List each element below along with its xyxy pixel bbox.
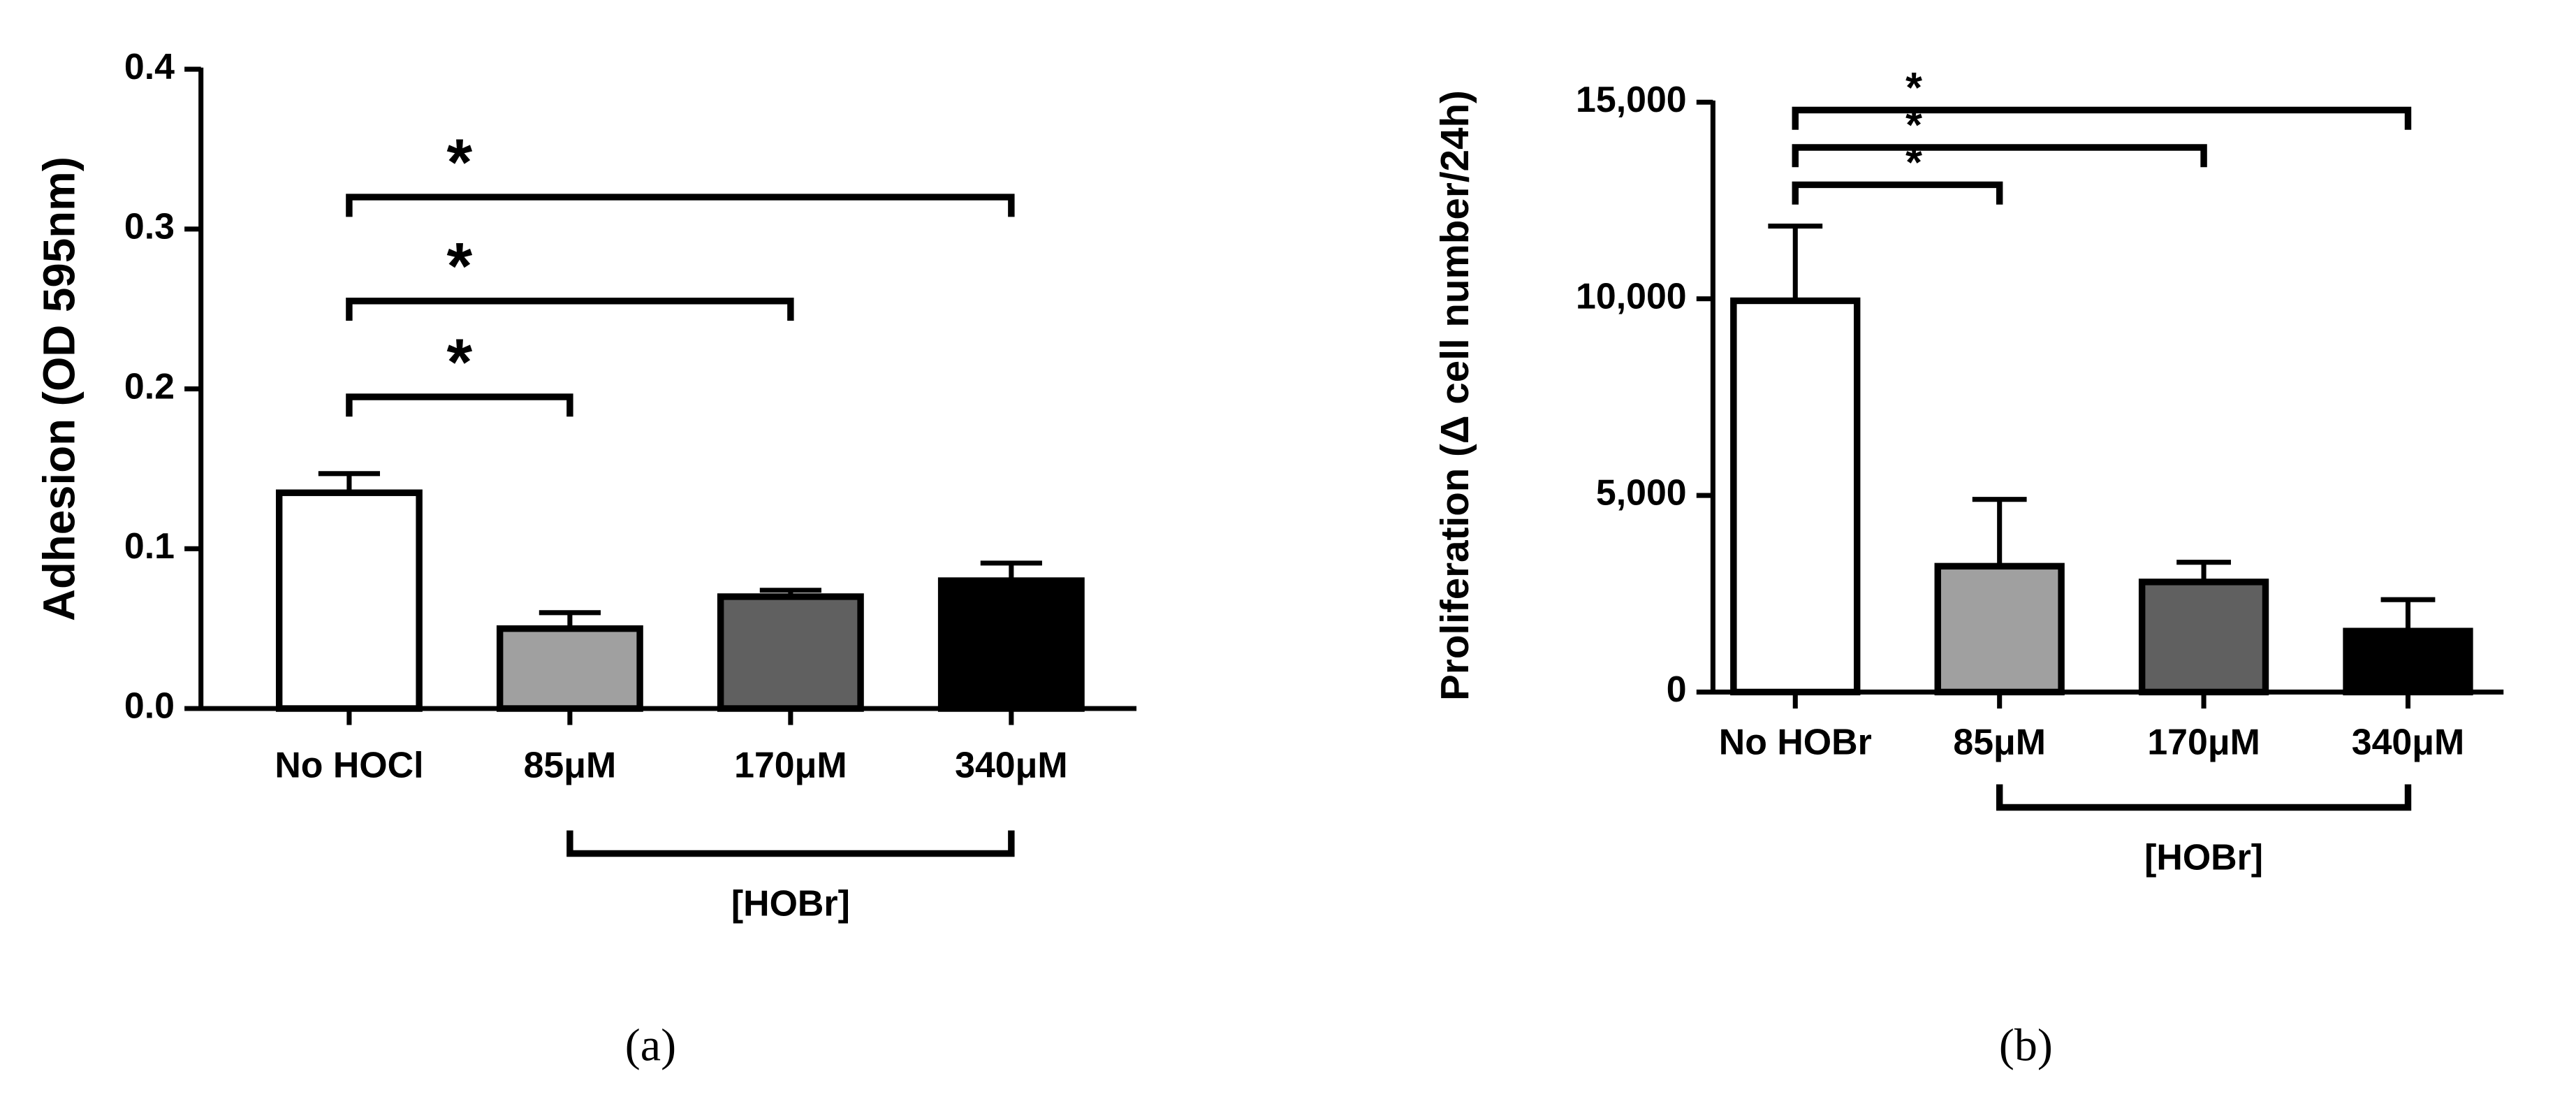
y-tick-label: 5,000 [1596, 472, 1687, 513]
y-tick-label: 10,000 [1576, 275, 1687, 316]
y-tick-label: 0.4 [124, 46, 175, 87]
panel-label: (b) [1999, 1019, 2053, 1070]
significance-star: * [447, 325, 473, 398]
y-tick-label: 15,000 [1576, 79, 1687, 119]
bar [1730, 297, 1861, 696]
x-tick-label: 340μM [955, 745, 1067, 785]
significance-bracket [346, 298, 794, 321]
significance-bracket [1792, 181, 2003, 205]
group-bracket [566, 830, 1015, 857]
x-tick-label: No HOBr [1719, 722, 1872, 762]
x-tick-label: No HOCl [275, 745, 423, 785]
bar [2138, 579, 2269, 696]
bar [2343, 627, 2473, 696]
y-axis-label: Adhesion (OD 595nm) [34, 157, 84, 621]
significance-bracket [1792, 106, 2412, 130]
significance-star: * [1905, 64, 1922, 111]
y-axis-label: Proliferation (Δ cell number/24h) [1433, 90, 1477, 701]
x-tick-label: 170μM [734, 745, 847, 785]
bar [1934, 562, 2065, 696]
group-bracket [1996, 784, 2412, 811]
group-label: [HOBr] [731, 883, 850, 924]
significance-star: * [447, 229, 473, 303]
x-tick-label: 340μM [2352, 722, 2464, 762]
bar [717, 593, 864, 712]
significance-star: * [447, 126, 473, 199]
y-tick-label: 0.1 [124, 525, 175, 566]
panel-label: (a) [625, 1019, 676, 1070]
x-tick-label: 85μM [1953, 722, 2046, 762]
bar [937, 577, 1085, 712]
significance-bracket [346, 194, 1015, 217]
y-tick-label: 0.2 [124, 365, 175, 406]
significance-bracket [346, 393, 573, 417]
x-tick-label: 85μM [524, 745, 617, 785]
y-tick-label: 0.3 [124, 206, 175, 247]
bar [275, 489, 423, 712]
y-tick-label: 0.0 [124, 685, 175, 726]
x-tick-label: 170μM [2147, 722, 2260, 762]
bar [496, 625, 643, 712]
y-tick-label: 0 [1667, 669, 1687, 709]
group-label: [HOBr] [2144, 837, 2263, 878]
significance-bracket [1792, 144, 2207, 168]
